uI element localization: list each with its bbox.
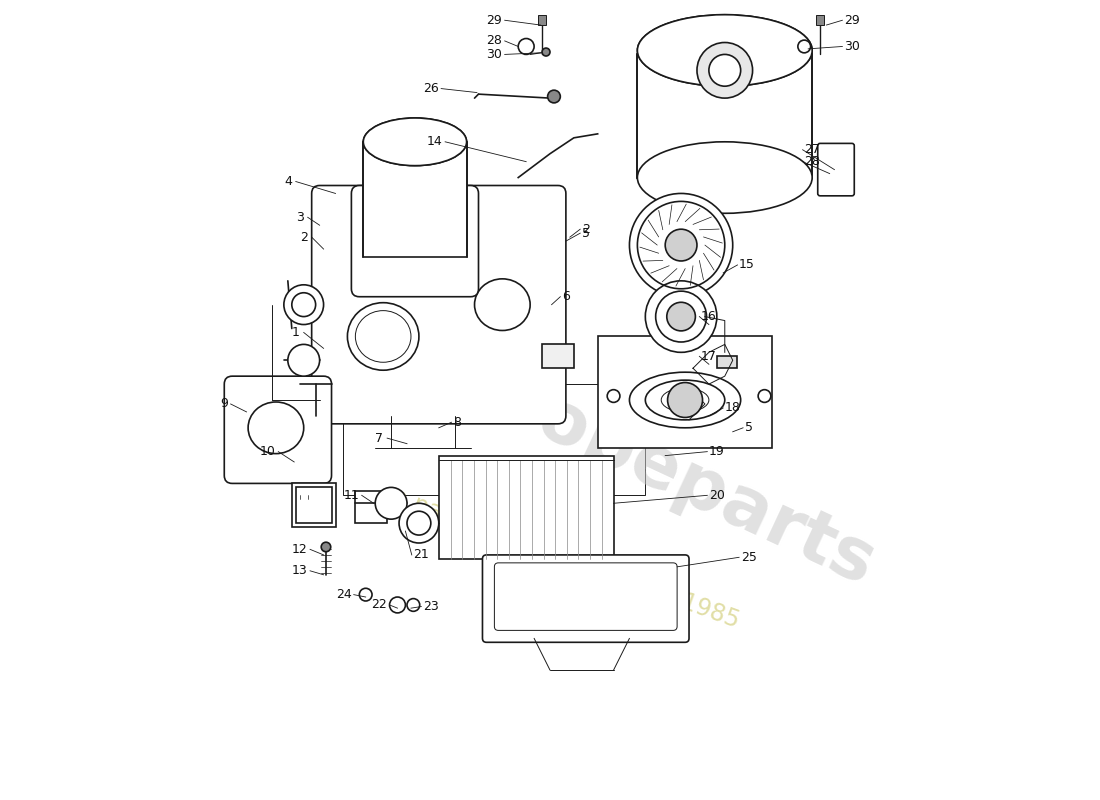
Text: 25: 25: [740, 550, 757, 564]
Text: 14: 14: [427, 135, 442, 148]
Text: 2: 2: [582, 222, 590, 236]
Circle shape: [697, 42, 752, 98]
Text: 27: 27: [804, 143, 821, 156]
Text: 16: 16: [701, 310, 717, 323]
Text: 12: 12: [292, 543, 308, 556]
Circle shape: [758, 390, 771, 402]
Bar: [292, 483, 336, 527]
Text: 19: 19: [708, 445, 725, 458]
Text: 7: 7: [375, 432, 383, 445]
Text: 17: 17: [701, 350, 717, 363]
Text: 18: 18: [725, 402, 740, 414]
Text: 20: 20: [708, 489, 725, 502]
FancyBboxPatch shape: [351, 186, 478, 297]
Text: a passion for parts online 1985: a passion for parts online 1985: [389, 485, 742, 633]
Circle shape: [284, 285, 323, 325]
Text: 30: 30: [844, 40, 860, 53]
Circle shape: [321, 542, 331, 552]
Text: 26: 26: [424, 82, 439, 95]
Text: 4: 4: [284, 175, 292, 188]
Text: 9: 9: [220, 398, 229, 410]
Circle shape: [399, 503, 439, 543]
Ellipse shape: [637, 142, 812, 214]
FancyBboxPatch shape: [224, 376, 331, 483]
Text: 29: 29: [486, 14, 503, 26]
Bar: [637, 54, 812, 178]
Text: 30: 30: [486, 48, 503, 61]
Bar: [542, 344, 574, 368]
Ellipse shape: [363, 118, 466, 166]
Circle shape: [667, 302, 695, 331]
Bar: [296, 487, 332, 523]
Circle shape: [607, 390, 620, 402]
Text: 28: 28: [486, 34, 503, 47]
Text: europeparts: europeparts: [404, 326, 887, 601]
Circle shape: [668, 382, 703, 418]
Text: 11: 11: [343, 489, 360, 502]
Text: 23: 23: [422, 600, 439, 613]
FancyBboxPatch shape: [597, 337, 772, 448]
Bar: [355, 491, 387, 523]
Text: 21: 21: [414, 549, 429, 562]
Ellipse shape: [637, 14, 812, 86]
Bar: [439, 456, 614, 559]
Circle shape: [548, 90, 560, 103]
Circle shape: [375, 487, 407, 519]
Ellipse shape: [363, 118, 466, 166]
Bar: [363, 142, 466, 257]
Text: 3: 3: [296, 210, 304, 224]
Text: 15: 15: [739, 258, 755, 271]
Text: 28: 28: [804, 155, 821, 168]
Text: 10: 10: [260, 445, 276, 458]
Text: 2: 2: [300, 230, 308, 244]
Ellipse shape: [629, 372, 740, 428]
Bar: [538, 15, 546, 25]
Text: 29: 29: [844, 14, 860, 26]
Text: 8: 8: [453, 416, 461, 429]
Ellipse shape: [637, 14, 812, 86]
Circle shape: [542, 48, 550, 56]
Text: 22: 22: [372, 598, 387, 611]
FancyBboxPatch shape: [311, 186, 565, 424]
Bar: [816, 15, 824, 25]
Text: 6: 6: [562, 290, 570, 303]
Circle shape: [288, 344, 320, 376]
Text: 24: 24: [336, 588, 351, 601]
Text: 1: 1: [292, 326, 300, 339]
Circle shape: [708, 54, 740, 86]
FancyBboxPatch shape: [483, 555, 689, 642]
Circle shape: [646, 281, 717, 352]
Bar: [343, 384, 646, 495]
Circle shape: [629, 194, 733, 297]
FancyBboxPatch shape: [817, 143, 855, 196]
Text: 13: 13: [292, 564, 308, 578]
Text: 5: 5: [745, 422, 752, 434]
Circle shape: [666, 229, 697, 261]
Text: 5: 5: [582, 226, 590, 240]
Bar: [717, 356, 737, 368]
